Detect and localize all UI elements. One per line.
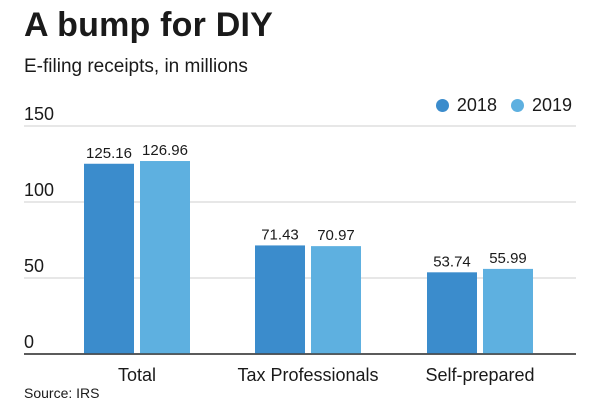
legend-label-2018: 2018 (456, 95, 497, 115)
value-label: 53.74 (433, 253, 471, 270)
y-tick-label: 100 (24, 180, 54, 200)
y-tick-label: 50 (24, 256, 44, 276)
value-label: 55.99 (489, 250, 527, 267)
legend-swatch-2019 (510, 99, 524, 112)
legend: 2018 2019 (422, 95, 572, 116)
bars (24, 161, 576, 355)
bar-2018-0 (84, 163, 134, 354)
chart-title: A bump for DIY (24, 6, 273, 44)
value-label: 71.43 (261, 226, 299, 243)
bar-2019-1 (311, 246, 361, 354)
legend-item-2019: 2019 (510, 95, 572, 116)
y-tick-label: 0 (24, 332, 34, 352)
category-label: Self-prepared (425, 365, 534, 385)
value-label: 125.16 (86, 145, 132, 162)
category-label: Total (118, 365, 156, 385)
x-axis-categories: Total Tax Professionals Self-prepared (118, 365, 535, 385)
y-tick-label: 150 (24, 104, 54, 124)
bar-2018-1 (255, 245, 305, 354)
source-note: Source: IRS (24, 385, 100, 401)
chart-subtitle: E-filing receipts, in millions (24, 56, 248, 77)
y-axis-ticks: 0 50 100 150 (24, 104, 54, 352)
category-label: Tax Professionals (237, 365, 378, 385)
value-label: 126.96 (142, 142, 188, 159)
value-labels: 125.16 126.96 71.43 70.97 53.74 55.99 (86, 142, 527, 270)
bar-2018-2 (427, 272, 477, 354)
legend-label-2019: 2019 (531, 95, 572, 115)
bar-2019-2 (483, 268, 533, 354)
legend-item-2018: 2018 (435, 95, 497, 116)
value-label: 70.97 (317, 227, 355, 244)
bar-2019-0 (140, 161, 190, 354)
legend-swatch-2018 (435, 99, 449, 112)
